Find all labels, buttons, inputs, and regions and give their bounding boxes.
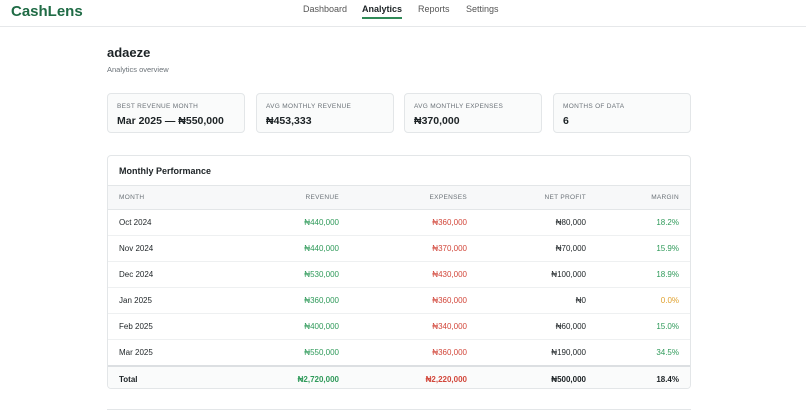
table-cell: Mar 2025: [108, 339, 231, 367]
stat-value: ₦453,333: [266, 115, 312, 127]
brand[interactable]: CashLens: [11, 3, 83, 20]
nav-link-active[interactable]: Analytics: [362, 4, 403, 19]
stat-label: BEST REVENUE MONTH: [117, 103, 199, 110]
total-cell: Total: [108, 365, 231, 388]
table-card: Monthly Performance MONTH REVENUE EXPENSES…: [107, 155, 691, 389]
page-title: adaeze: [107, 45, 151, 60]
column-header: MARGIN: [597, 185, 690, 210]
table-title: Monthly Performance: [119, 166, 212, 176]
page-subtitle: Analytics overview: [107, 65, 169, 74]
table-row: Mar 2025 ₦550,000 ₦360,000 ₦190,000 34.5%: [108, 339, 690, 367]
table-cell: ₦400,000: [231, 313, 350, 340]
table-body: Oct 2024 ₦440,000 ₦360,000 ₦80,000 18.2% Nov …: [108, 209, 690, 388]
column-header: MONTH: [108, 185, 231, 210]
stat-label: AVG MONTHLY REVENUE: [266, 103, 352, 110]
table-cell: Jan 2025: [108, 287, 231, 314]
table-row: Jan 2025 ₦360,000 ₦360,000 ₦0 0.0%: [108, 287, 690, 314]
table: MONTH REVENUE EXPENSES NET PROFIT MARGIN Oct…: [108, 185, 690, 388]
table-cell: ₦370,000: [350, 235, 478, 262]
table-cell: 34.5%: [597, 339, 690, 367]
table-cell: ₦70,000: [478, 235, 597, 262]
table-cell: ₦430,000: [350, 261, 478, 288]
table-cell: ₦60,000: [478, 313, 597, 340]
column-header: NET PROFIT: [478, 185, 597, 210]
total-cell: ₦2,720,000: [231, 365, 350, 388]
table-cell: ₦530,000: [231, 261, 350, 288]
table-row: Nov 2024 ₦440,000 ₦370,000 ₦70,000 15.9%: [108, 235, 690, 262]
table-cell: ₦550,000: [231, 339, 350, 367]
total-cell: ₦500,000: [478, 365, 597, 388]
table-cell: 18.2%: [597, 209, 690, 236]
stat-value: Mar 2025 — ₦550,000: [117, 115, 224, 127]
stat-card: AVG MONTHLY EXPENSES ₦370,000: [404, 93, 542, 133]
stat-label: AVG MONTHLY EXPENSES: [414, 103, 504, 110]
stat-card: AVG MONTHLY REVENUE ₦453,333: [256, 93, 394, 133]
nav-bar: CashLens Dashboard Analytics Reports Set…: [0, 0, 806, 27]
table-row: Oct 2024 ₦440,000 ₦360,000 ₦80,000 18.2%: [108, 209, 690, 236]
table-cell: ₦360,000: [231, 287, 350, 314]
table-cell: ₦440,000: [231, 209, 350, 236]
table-cell: ₦340,000: [350, 313, 478, 340]
table-cell: 18.9%: [597, 261, 690, 288]
stat-value: ₦370,000: [414, 115, 460, 127]
table-cell: ₦360,000: [350, 339, 478, 367]
table-cell: ₦190,000: [478, 339, 597, 367]
table-cell: ₦360,000: [350, 209, 478, 236]
table-cell: ₦360,000: [350, 287, 478, 314]
total-cell: ₦2,220,000: [350, 365, 478, 388]
table-cell: Dec 2024: [108, 261, 231, 288]
next-card-edge: [107, 409, 691, 410]
table-cell: ₦100,000: [478, 261, 597, 288]
stat-value: 6: [563, 115, 569, 127]
total-cell: 18.4%: [597, 365, 690, 388]
table-row: Feb 2025 ₦400,000 ₦340,000 ₦60,000 15.0%: [108, 313, 690, 340]
table-cell: ₦0: [478, 287, 597, 314]
header-row: MONTH REVENUE EXPENSES NET PROFIT MARGIN: [108, 185, 690, 210]
nav-link[interactable]: Dashboard: [303, 4, 348, 14]
table-cell: ₦440,000: [231, 235, 350, 262]
nav-link[interactable]: Reports: [418, 4, 450, 14]
column-header: REVENUE: [231, 185, 350, 210]
table-cell: Feb 2025: [108, 313, 231, 340]
stat-label: MONTHS OF DATA: [563, 103, 625, 110]
stat-card: MONTHS OF DATA 6: [553, 93, 691, 133]
table-row: Dec 2024 ₦530,000 ₦430,000 ₦100,000 18.9%: [108, 261, 690, 288]
table-cell: ₦80,000: [478, 209, 597, 236]
total-row: Total ₦2,720,000 ₦2,220,000 ₦500,000 18.4%: [108, 365, 690, 388]
table-cell: 0.0%: [597, 287, 690, 314]
column-header: EXPENSES: [350, 185, 478, 210]
nav-link[interactable]: Settings: [466, 4, 499, 14]
stat-card: BEST REVENUE MONTH Mar 2025 — ₦550,000: [107, 93, 245, 133]
table-cell: Oct 2024: [108, 209, 231, 236]
table-cell: 15.9%: [597, 235, 690, 262]
table-cell: 15.0%: [597, 313, 690, 340]
table-cell: Nov 2024: [108, 235, 231, 262]
